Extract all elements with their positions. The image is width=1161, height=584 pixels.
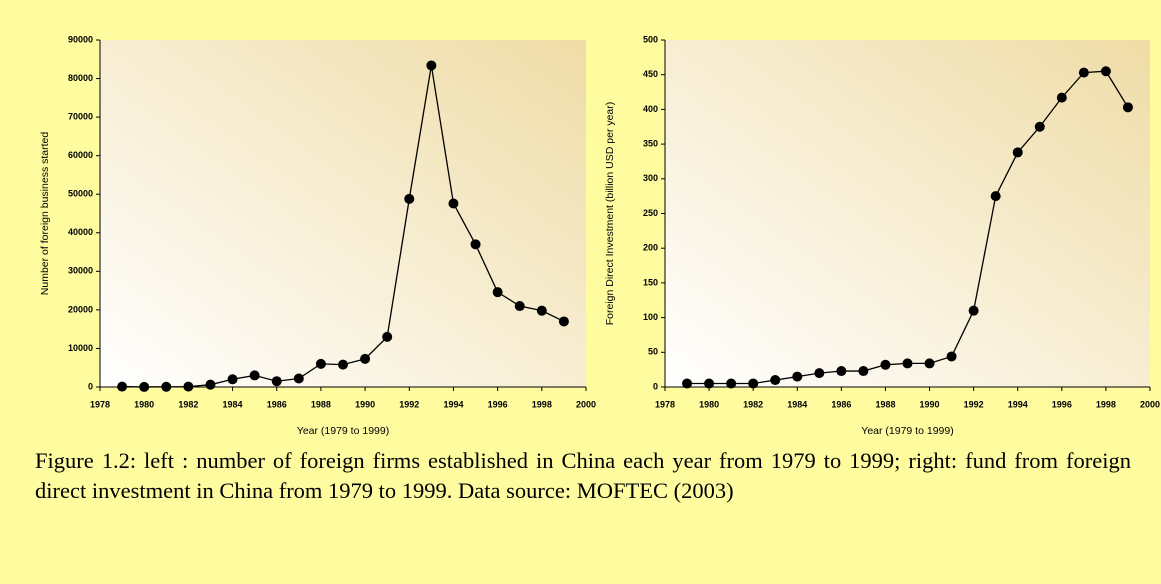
x-tick-label: 1994: [443, 399, 463, 409]
point: [360, 353, 371, 364]
point: [770, 375, 781, 386]
y-tick-label: 250: [643, 208, 658, 218]
point: [536, 305, 547, 316]
x-tick-label: 1980: [134, 399, 154, 409]
point: [338, 359, 348, 370]
point: [792, 371, 803, 382]
point: [1056, 92, 1067, 103]
y-tick-label: 200: [643, 243, 658, 253]
point: [227, 374, 238, 385]
y-tick-label: 70000: [68, 111, 93, 121]
point: [249, 370, 260, 381]
point: [1034, 121, 1045, 132]
point: [880, 359, 891, 370]
point: [161, 381, 172, 392]
y-tick-label: 50000: [68, 189, 93, 199]
plot-area: [100, 40, 586, 387]
x-tick-label: 2000: [576, 399, 596, 409]
x-tick-label: 1980: [699, 399, 719, 409]
point: [183, 381, 194, 392]
y-tick-label: 50: [648, 347, 658, 357]
point: [990, 191, 1001, 202]
point: [946, 351, 957, 362]
x-tick-label: 1984: [787, 399, 807, 409]
point: [726, 378, 737, 389]
plot-area: [665, 40, 1150, 387]
point: [1122, 102, 1133, 113]
point: [271, 376, 282, 387]
caption: Figure 1.2: left : number of foreign fir…: [35, 448, 1131, 503]
x-tick-label: 1984: [223, 399, 243, 409]
charts: 0100002000030000400005000060000700008000…: [39, 34, 1160, 437]
point: [205, 379, 216, 390]
x-tick-label: 1990: [355, 399, 375, 409]
point: [117, 381, 128, 392]
y-tick-label: 90000: [68, 34, 93, 44]
x-tick-label: 1996: [488, 399, 508, 409]
y-tick-label: 30000: [68, 266, 93, 276]
y-tick-label: 300: [643, 173, 658, 183]
point: [426, 60, 437, 71]
point: [836, 366, 847, 377]
point: [315, 358, 326, 369]
x-tick-label: 1992: [399, 399, 419, 409]
point: [902, 358, 913, 369]
y-tick-label: 10000: [68, 343, 93, 353]
y-tick-label: 400: [643, 104, 658, 114]
point: [382, 331, 393, 342]
y-tick-label: 350: [643, 138, 658, 148]
point: [924, 358, 935, 369]
x-tick-label: 1990: [920, 399, 940, 409]
point: [1100, 66, 1111, 77]
y-tick-label: 500: [643, 34, 658, 44]
y-axis-title: Foreign Direct Investment (billion USD p…: [604, 102, 616, 326]
x-tick-label: 1978: [655, 399, 675, 409]
y-tick-label: 80000: [68, 73, 93, 83]
y-tick-label: 0: [653, 381, 658, 391]
y-tick-label: 20000: [68, 304, 93, 314]
point: [704, 378, 715, 389]
x-tick-label: 1998: [532, 399, 552, 409]
x-tick-label: 1998: [1096, 399, 1116, 409]
y-tick-label: 100: [643, 312, 658, 322]
point: [1012, 147, 1023, 158]
x-tick-label: 1996: [1052, 399, 1072, 409]
x-tick-label: 1986: [831, 399, 851, 409]
y-tick-label: 0: [88, 381, 93, 391]
point: [404, 193, 415, 204]
point: [293, 373, 304, 384]
point: [814, 368, 825, 379]
point: [858, 366, 869, 377]
point: [968, 305, 979, 316]
x-tick-label: 1986: [267, 399, 287, 409]
y-tick-label: 450: [643, 69, 658, 79]
x-axis-title: Year (1979 to 1999): [297, 425, 389, 437]
y-tick-label: 150: [643, 277, 658, 287]
point: [470, 239, 481, 250]
point: [558, 316, 569, 327]
point: [748, 378, 759, 389]
x-tick-label: 1992: [964, 399, 984, 409]
x-tick-label: 1978: [90, 399, 110, 409]
x-tick-label: 2000: [1140, 399, 1160, 409]
point: [448, 198, 459, 209]
x-tick-label: 1988: [311, 399, 331, 409]
point: [139, 381, 150, 392]
point: [682, 378, 693, 389]
point: [1078, 67, 1089, 78]
y-axis-title: Number of foreign business started: [39, 132, 51, 296]
point: [514, 301, 525, 312]
y-tick-label: 60000: [68, 150, 93, 160]
x-tick-label: 1988: [875, 399, 895, 409]
y-tick-label: 40000: [68, 227, 93, 237]
x-axis-title: Year (1979 to 1999): [861, 425, 953, 437]
x-tick-label: 1982: [178, 399, 198, 409]
point: [492, 287, 503, 298]
x-tick-label: 1994: [1008, 399, 1028, 409]
x-tick-label: 1982: [743, 399, 763, 409]
